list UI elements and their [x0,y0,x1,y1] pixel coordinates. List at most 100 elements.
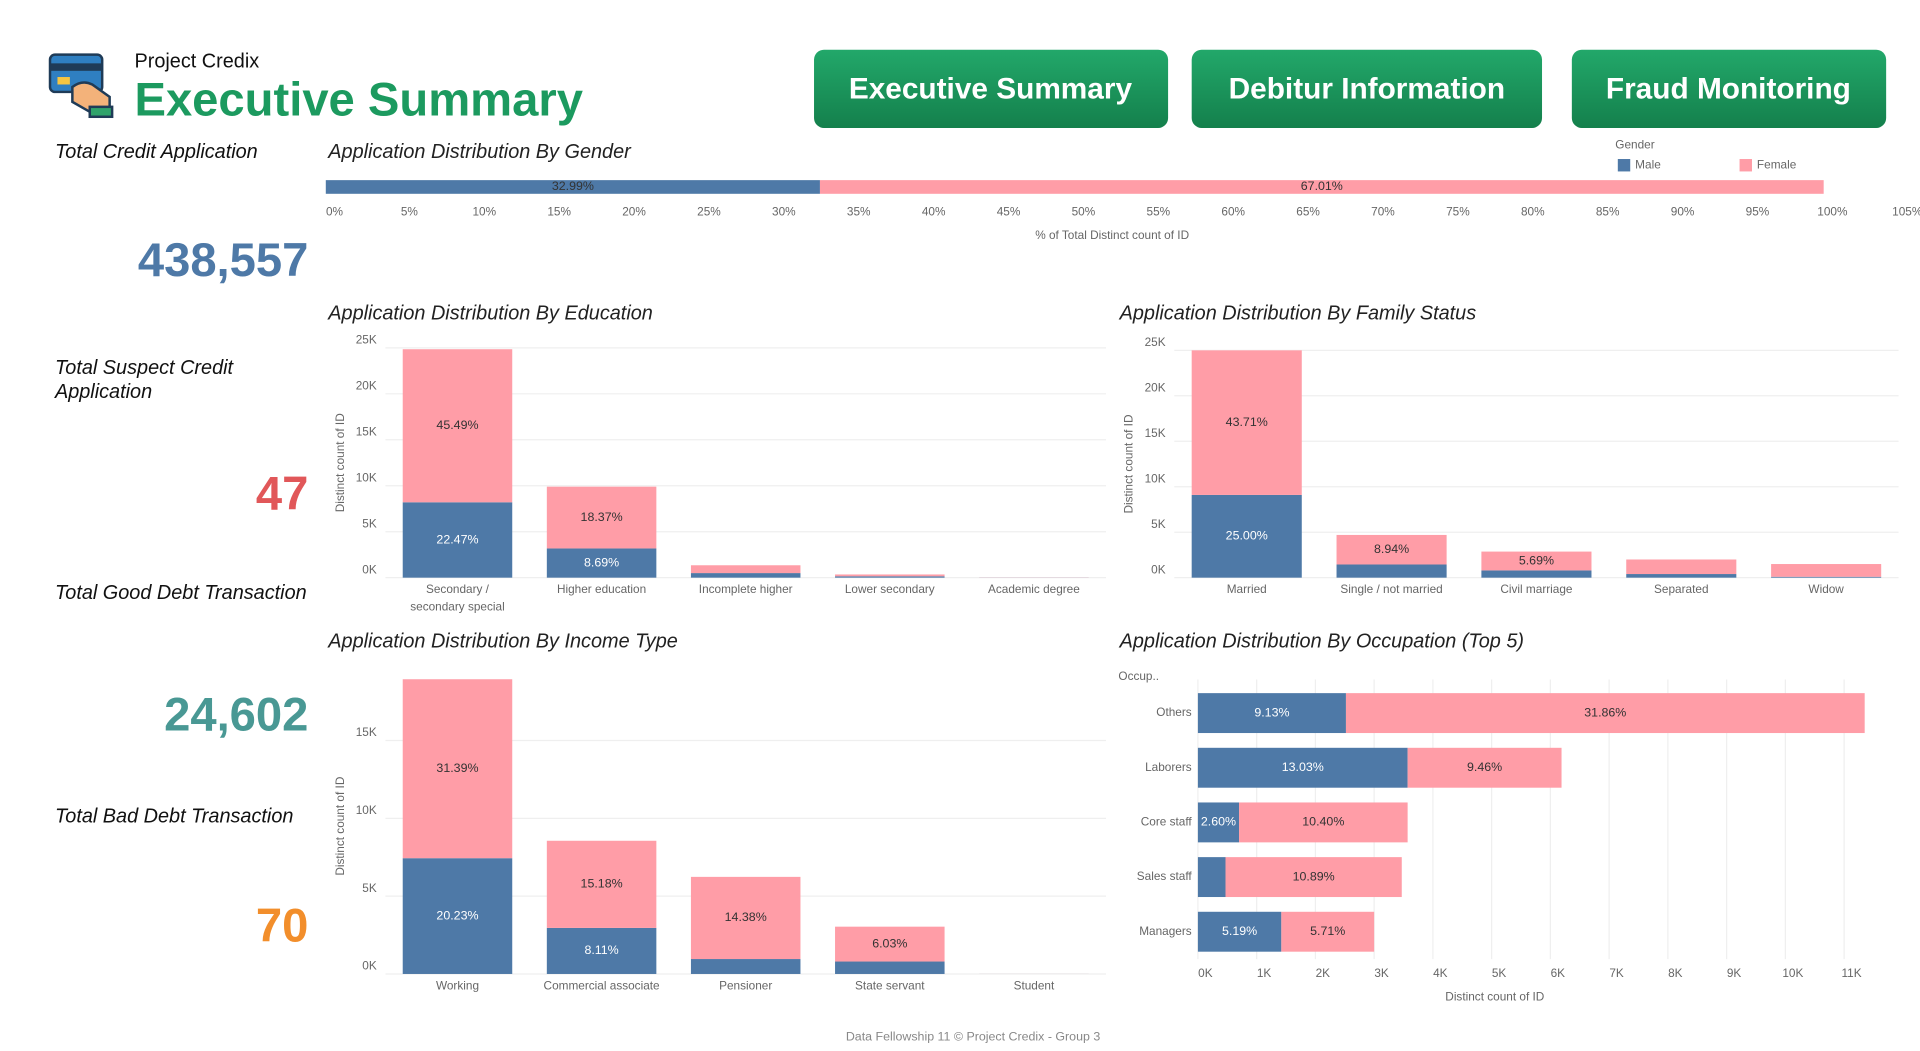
bar-segment [1336,564,1447,578]
x-tick-label: 20% [622,205,646,219]
x-axis-label: % of Total Distinct count of ID [1035,228,1189,242]
bar-segment [1626,559,1737,575]
legend-title: Gender [1615,137,1654,151]
x-tick-label: 5K [1492,966,1507,980]
y-tick-label: 25K [356,333,377,347]
bar-segment [1336,534,1447,565]
x-tick-label: 10K [1782,966,1803,980]
logo-icon [48,53,114,119]
bar-segment [1191,494,1302,578]
y-tick-label: 10K [1145,471,1166,485]
x-tick-label: Separated [1654,582,1708,596]
x-tick-label: Commercial associate [544,979,660,993]
x-tick-label: Working [436,979,479,993]
chart-title: Application Distribution By Family Statu… [1119,303,1477,325]
x-tick-label: Lower secondary [845,582,935,596]
x-tick-label: 40% [922,205,946,219]
kpi-title: Total Good Debt Transaction [55,582,307,604]
y-tick-label: Core staff [1141,815,1193,829]
bar-segment [819,180,1824,194]
chart-title: Application Distribution By Education [327,303,653,325]
x-tick-label: Married [1227,582,1267,596]
x-tick-label: 95% [1746,205,1770,219]
x-tick-label: 55% [1147,205,1171,219]
segment-label: 18.37% [581,510,623,524]
y-tick-label: 5K [1151,517,1166,531]
nav-button-bg[interactable] [1191,49,1543,128]
nav-button-bg[interactable] [1571,49,1887,128]
segment-label: 15.18% [581,877,623,891]
legend-swatch [1617,159,1631,172]
bar-segment [546,927,657,974]
segment-label: 67.01% [1301,179,1343,193]
x-tick-label: 30% [772,205,796,219]
x-tick-label: 35% [847,205,871,219]
segment-label: 45.49% [436,418,478,432]
segment-label: 9.46% [1467,760,1502,774]
x-tick-label: Widow [1808,582,1844,596]
segment-label: 25.00% [1226,529,1268,543]
bar-segment [835,926,945,962]
bar-segment [546,548,657,578]
nav-button-label[interactable]: Executive Summary [849,73,1133,106]
x-tick-label: 50% [1072,205,1096,219]
kpi-value: 47 [256,467,309,520]
bar-segment [690,959,801,974]
footer: Data Fellowship 11 © Project Credix - Gr… [846,1030,1100,1044]
x-tick-label: 25% [697,205,721,219]
nav-button[interactable]: Fraud Monitoring [1571,49,1887,128]
bar-segment [690,565,801,574]
x-tick-label: 65% [1296,205,1320,219]
x-tick-label: Pensioner [719,979,772,993]
project-name: Project Credix [134,50,259,72]
kpi-title: Total Bad Debt Transaction [55,806,293,828]
segment-label: 2.60% [1201,815,1236,829]
y-tick-label: 0K [362,562,377,576]
kpi-value: 70 [256,900,309,953]
x-tick-label: Higher education [557,582,646,596]
x-tick-label: 105% [1892,205,1920,219]
nav-button[interactable]: Executive Summary [814,49,1169,128]
chart-title: Application Distribution By Income Type [327,631,678,653]
x-tick-label: 11K [1842,966,1862,980]
bar-segment [1771,564,1882,577]
x-tick-label: Civil marriage [1500,582,1573,596]
bar-segment [690,573,801,578]
segment-label: 8.11% [584,943,618,957]
bar-segment [402,502,513,578]
x-tick-label: 100% [1817,205,1848,219]
x-tick-label: Academic degree [988,582,1080,596]
bar-segment [1481,551,1592,571]
segment-label: 43.71% [1226,415,1268,429]
segment-label: 31.86% [1584,705,1626,719]
nav-button[interactable]: Debitur Information [1191,49,1543,128]
segment-label: 5.19% [1222,924,1257,938]
kpi-value: 438,557 [138,234,309,287]
y-tick-label: 15K [356,424,377,438]
bar-segment [1281,911,1375,952]
nav-button-bg[interactable] [814,49,1169,128]
y-tick-label: 5K [362,881,377,895]
x-tick-label: Single / not married [1340,582,1442,596]
bar-segment [402,349,513,503]
x-tick-label: 3K [1374,966,1389,980]
segment-label: 22.47% [436,532,478,546]
bar-segment [1197,911,1282,952]
y-tick-label: 15K [356,725,377,739]
y-tick-label: 20K [1145,380,1166,394]
page-title: Executive Summary [134,74,583,127]
bar-segment [546,840,657,928]
bar-segment [835,576,945,578]
nav-button-label[interactable]: Fraud Monitoring [1606,73,1851,106]
segment-label: 32.99% [552,179,594,193]
x-tick-label: 0K [1198,966,1213,980]
nav-button-label[interactable]: Debitur Information [1229,73,1505,106]
bar-segment [1626,574,1737,578]
bar-segment [835,574,945,577]
bar-segment [1481,570,1592,578]
x-tick-label: Student [1014,979,1055,993]
x-tick-label: 9K [1727,966,1742,980]
segment-label: 14.38% [725,910,767,924]
